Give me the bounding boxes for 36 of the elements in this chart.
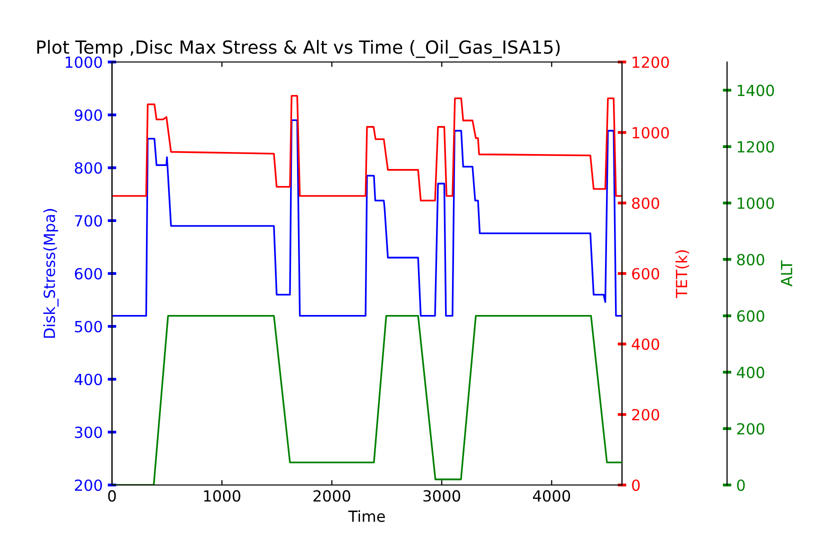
x-tick-label: 2000: [314, 490, 350, 502]
x-tick-label: 0: [108, 490, 116, 502]
y2-tick-label: 1000: [632, 126, 669, 139]
x-axis-title: Time: [348, 510, 385, 522]
y-tick-label: 1000: [66, 56, 102, 68]
y-tick-label: 400: [74, 374, 102, 386]
x-tick-label: 3000: [423, 490, 460, 502]
y3-tick-label: 0: [737, 479, 745, 492]
chart-title: Plot Temp ,Disc Max Stress & Alt vs Time (_Oil_Gas_ISA15): [37, 40, 560, 58]
y2-tick-label: 400: [632, 338, 660, 350]
line-series: [112, 119, 622, 317]
y-tick-label: 700: [75, 215, 102, 227]
y-tick-label: 300: [74, 426, 102, 438]
y-tick-label: 200: [74, 479, 102, 492]
line-series: [112, 95, 622, 202]
y2-tick-label: 0: [632, 479, 640, 492]
x-tick-label: 1000: [204, 490, 240, 502]
y2-axis-title: TET(k): [675, 250, 690, 298]
y3-tick-label: 200: [737, 423, 764, 435]
y3-tick-label: 800: [737, 254, 764, 266]
y3-tick-label: 600: [737, 310, 764, 322]
y-tick-label: 800: [74, 162, 102, 174]
y2-tick-label: 800: [632, 197, 660, 210]
y3-tick-label: 1000: [738, 197, 774, 210]
y3-tick-label: 1400: [738, 84, 774, 96]
y2-tick-label: 1200: [632, 56, 669, 68]
y-tick-label: 600: [74, 268, 102, 280]
y3-tick-label: 400: [736, 366, 764, 378]
y-tick-label: 900: [74, 109, 102, 121]
y2-tick-label: 200: [632, 408, 660, 421]
y3-axis-title: ALT: [780, 260, 792, 286]
y-axis-title: Disk_Stress(Mpa): [43, 209, 59, 338]
y-tick-label: 500: [74, 320, 102, 332]
x-tick-label: 4000: [532, 490, 570, 502]
y3-tick-label: 1200: [738, 141, 774, 153]
y2-tick-label: 600: [632, 268, 660, 280]
